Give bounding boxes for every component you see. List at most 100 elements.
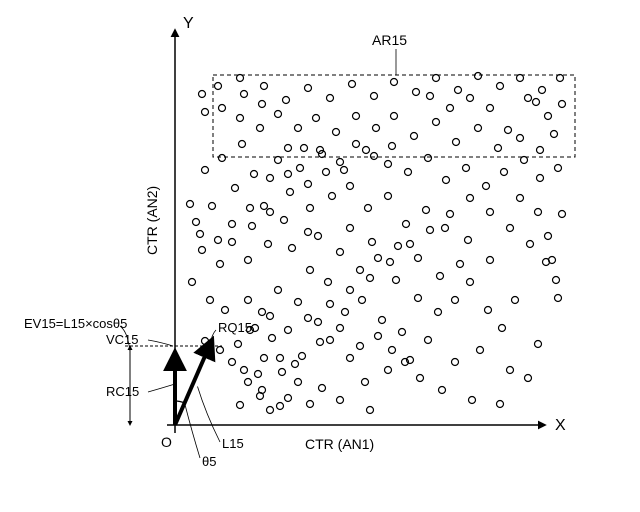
data-point xyxy=(501,169,508,176)
data-point xyxy=(527,241,534,248)
data-point xyxy=(483,183,490,190)
data-point xyxy=(545,233,552,240)
data-point xyxy=(467,279,474,286)
data-point xyxy=(261,83,268,90)
data-point xyxy=(415,295,422,302)
data-point xyxy=(337,249,344,256)
data-point xyxy=(395,243,402,250)
data-point xyxy=(423,207,430,214)
data-point xyxy=(337,159,344,166)
scatter-chart: XYCTR (AN1)CTR (AN2)OAR15EV15=L15×cosθ5V… xyxy=(0,0,640,512)
data-point xyxy=(229,359,236,366)
data-point xyxy=(305,181,312,188)
data-point xyxy=(353,141,360,148)
data-point xyxy=(465,237,472,244)
vc15-label: VC15 xyxy=(106,332,139,347)
data-point xyxy=(292,361,299,368)
data-point xyxy=(315,233,322,240)
data-point xyxy=(391,113,398,120)
data-point xyxy=(251,171,258,178)
data-point xyxy=(487,105,494,112)
data-point xyxy=(283,97,290,104)
data-point xyxy=(297,165,304,172)
data-point xyxy=(202,167,209,174)
data-point xyxy=(257,125,264,132)
data-point xyxy=(187,201,194,208)
data-point xyxy=(197,231,204,238)
data-point xyxy=(545,113,552,120)
data-point xyxy=(469,397,476,404)
data-point xyxy=(357,343,364,350)
data-point xyxy=(237,115,244,122)
data-point xyxy=(307,267,314,274)
data-point xyxy=(463,165,470,172)
data-point xyxy=(512,297,519,304)
data-point xyxy=(341,167,348,174)
data-point xyxy=(219,105,226,112)
data-point xyxy=(285,395,292,402)
data-point xyxy=(245,257,252,264)
data-point xyxy=(403,221,410,228)
data-point xyxy=(425,337,432,344)
data-point xyxy=(281,217,288,224)
data-point xyxy=(202,109,209,116)
data-point xyxy=(393,277,400,284)
data-point xyxy=(305,315,312,322)
rq15-label: RQ15 xyxy=(218,320,252,335)
data-point xyxy=(215,237,222,244)
data-point xyxy=(367,275,374,282)
region-box-label: AR15 xyxy=(372,32,407,48)
y-axis-sublabel: CTR (AN2) xyxy=(144,186,160,255)
data-point xyxy=(237,75,244,82)
data-point xyxy=(329,193,336,200)
data-point xyxy=(375,333,382,340)
data-point xyxy=(261,355,268,362)
data-point xyxy=(387,259,394,266)
data-point xyxy=(433,75,440,82)
rc15-leader xyxy=(148,384,175,392)
data-point xyxy=(232,185,239,192)
data-point xyxy=(241,367,248,374)
data-point xyxy=(437,273,444,280)
data-point xyxy=(399,329,406,336)
data-point xyxy=(417,375,424,382)
data-point xyxy=(371,93,378,100)
data-point xyxy=(367,407,374,414)
data-point xyxy=(289,245,296,252)
data-point xyxy=(537,175,544,182)
data-point xyxy=(385,161,392,168)
data-point xyxy=(557,75,564,82)
data-point xyxy=(347,183,354,190)
data-point xyxy=(241,91,248,98)
data-point xyxy=(267,313,274,320)
data-point xyxy=(305,85,312,92)
rc15-label: RC15 xyxy=(106,384,139,399)
data-point xyxy=(317,339,324,346)
data-point xyxy=(442,225,449,232)
data-point xyxy=(342,309,349,316)
data-point xyxy=(433,119,440,126)
data-point xyxy=(357,267,364,274)
theta5-leader xyxy=(185,403,200,458)
data-point xyxy=(413,89,420,96)
data-point xyxy=(247,205,254,212)
data-point xyxy=(363,147,370,154)
data-point xyxy=(261,203,268,210)
data-point xyxy=(439,387,446,394)
data-point xyxy=(245,297,252,304)
data-point xyxy=(391,79,398,86)
data-point xyxy=(425,155,432,162)
data-point xyxy=(521,157,528,164)
data-point xyxy=(217,261,224,268)
data-point xyxy=(259,101,266,108)
data-point xyxy=(285,171,292,178)
data-point xyxy=(365,205,372,212)
data-point xyxy=(467,95,474,102)
theta5-label: θ5 xyxy=(202,454,216,469)
data-point xyxy=(267,407,274,414)
data-point xyxy=(295,379,302,386)
data-point xyxy=(497,83,504,90)
data-point xyxy=(275,157,282,164)
data-point xyxy=(507,225,514,232)
data-point xyxy=(447,105,454,112)
